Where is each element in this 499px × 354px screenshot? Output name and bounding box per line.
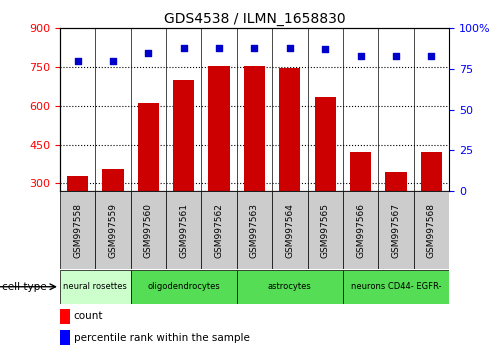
Text: GSM997565: GSM997565 bbox=[321, 202, 330, 258]
FancyBboxPatch shape bbox=[272, 191, 307, 269]
FancyBboxPatch shape bbox=[131, 191, 166, 269]
Bar bbox=[244, 66, 265, 191]
Point bbox=[392, 53, 400, 59]
Point bbox=[286, 45, 294, 51]
Text: GSM997559: GSM997559 bbox=[108, 202, 117, 258]
Text: astrocytes: astrocytes bbox=[268, 282, 312, 291]
FancyBboxPatch shape bbox=[343, 191, 378, 269]
Point bbox=[357, 53, 365, 59]
FancyBboxPatch shape bbox=[166, 191, 202, 269]
Text: GSM997562: GSM997562 bbox=[215, 202, 224, 258]
FancyBboxPatch shape bbox=[131, 270, 237, 304]
Bar bbox=[315, 97, 336, 191]
FancyBboxPatch shape bbox=[95, 191, 131, 269]
Bar bbox=[173, 80, 194, 191]
Text: GSM997568: GSM997568 bbox=[427, 202, 436, 258]
Bar bbox=[279, 68, 300, 191]
FancyBboxPatch shape bbox=[414, 191, 449, 269]
Text: oligodendrocytes: oligodendrocytes bbox=[147, 282, 220, 291]
Bar bbox=[102, 169, 124, 191]
FancyBboxPatch shape bbox=[237, 270, 343, 304]
Text: GSM997561: GSM997561 bbox=[179, 202, 188, 258]
Bar bbox=[67, 176, 88, 191]
Text: neurons CD44- EGFR-: neurons CD44- EGFR- bbox=[351, 282, 441, 291]
Point bbox=[144, 50, 152, 56]
FancyBboxPatch shape bbox=[343, 270, 449, 304]
Text: GSM997560: GSM997560 bbox=[144, 202, 153, 258]
Point bbox=[180, 45, 188, 51]
FancyBboxPatch shape bbox=[202, 191, 237, 269]
Text: GSM997558: GSM997558 bbox=[73, 202, 82, 258]
Text: GSM997563: GSM997563 bbox=[250, 202, 259, 258]
Text: count: count bbox=[73, 311, 103, 321]
Point bbox=[215, 45, 223, 51]
FancyBboxPatch shape bbox=[60, 270, 131, 304]
Bar bbox=[209, 66, 230, 191]
FancyBboxPatch shape bbox=[378, 191, 414, 269]
Bar bbox=[60, 330, 69, 345]
Bar bbox=[138, 103, 159, 191]
FancyBboxPatch shape bbox=[237, 191, 272, 269]
FancyBboxPatch shape bbox=[60, 191, 95, 269]
FancyBboxPatch shape bbox=[307, 191, 343, 269]
Text: GSM997564: GSM997564 bbox=[285, 202, 294, 258]
Text: neural rosettes: neural rosettes bbox=[63, 282, 127, 291]
Point bbox=[109, 58, 117, 64]
Point bbox=[321, 47, 329, 52]
Point bbox=[250, 45, 258, 51]
Text: GSM997567: GSM997567 bbox=[392, 202, 401, 258]
Text: GSM997566: GSM997566 bbox=[356, 202, 365, 258]
Bar bbox=[350, 152, 371, 191]
Text: cell type: cell type bbox=[2, 282, 47, 292]
Bar bbox=[385, 172, 407, 191]
Bar bbox=[421, 152, 442, 191]
Bar bbox=[60, 309, 69, 324]
Text: percentile rank within the sample: percentile rank within the sample bbox=[73, 332, 250, 343]
Point bbox=[428, 53, 436, 59]
Point bbox=[73, 58, 81, 64]
Title: GDS4538 / ILMN_1658830: GDS4538 / ILMN_1658830 bbox=[164, 12, 345, 26]
